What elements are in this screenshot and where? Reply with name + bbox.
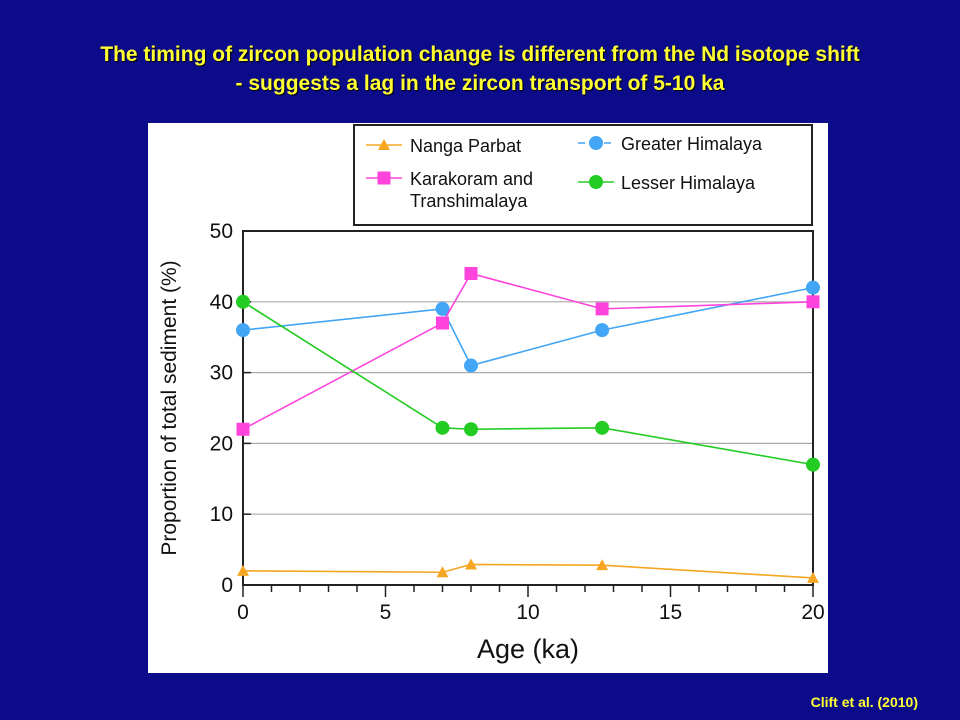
x-tick-label: 10 <box>516 601 539 624</box>
data-point-nanga-parbat <box>596 559 609 571</box>
series-line-greater-himalaya <box>242 286 814 367</box>
data-point-greater-himalaya <box>806 280 820 295</box>
data-point-karakoram-and-transhimalaya <box>436 316 449 330</box>
citation: Clift et al. (2010) <box>810 694 918 710</box>
y-tick-label: 40 <box>210 291 233 314</box>
data-point-nanga-parbat <box>436 566 449 578</box>
legend: Nanga Parbat Greater Himalaya Karakoram an… <box>353 124 813 226</box>
y-tick-label: 20 <box>210 432 233 455</box>
data-point-lesser-himalaya <box>595 420 610 435</box>
legend-label: Nanga Parbat <box>410 136 521 156</box>
legend-entry-lesser-himalaya: Lesser Himalaya <box>578 173 756 193</box>
data-point-greater-himalaya <box>236 323 250 338</box>
legend-marker <box>377 171 391 185</box>
series-lesser-himalaya <box>236 294 820 472</box>
data-point-lesser-himalaya <box>435 420 450 435</box>
legend-marker <box>589 175 603 189</box>
y-tick-label: 10 <box>210 503 233 526</box>
x-tick-label: 15 <box>659 601 682 624</box>
series-line-karakoram-and-transhimalaya <box>242 272 814 430</box>
data-point-lesser-himalaya <box>806 457 820 472</box>
series-layer <box>236 266 820 583</box>
data-point-greater-himalaya <box>595 323 610 338</box>
data-point-karakoram-and-transhimalaya <box>464 266 478 280</box>
data-point-karakoram-and-transhimalaya <box>806 295 820 309</box>
legend-entry-greater-himalaya: Greater Himalaya <box>578 134 763 154</box>
legend-label: Karakoram and <box>410 169 533 189</box>
legend-entry-nanga-parbat: Nanga Parbat <box>366 136 521 156</box>
plot-frame <box>242 230 814 586</box>
data-point-nanga-parbat <box>237 564 249 576</box>
y-tick-label: 50 <box>210 220 233 243</box>
legend-marker <box>378 139 390 150</box>
line-chart: Nanga Parbat Greater Himalaya Karakoram an… <box>158 124 825 664</box>
axis-ticks: 0 10 20 30 40 50 0 5 10 15 20 <box>210 220 825 624</box>
data-point-nanga-parbat <box>807 571 819 583</box>
series-karakoram-and-transhimalaya <box>236 266 820 436</box>
chart-panel: Nanga Parbat Greater Himalaya Karakoram an… <box>148 123 828 673</box>
x-axis-label: Age (ka) <box>477 634 579 664</box>
series-line-nanga-parbat <box>242 563 814 579</box>
y-tick-label: 0 <box>221 574 233 597</box>
legend-label: Greater Himalaya <box>621 134 763 154</box>
data-point-lesser-himalaya <box>236 294 250 309</box>
slide-title-line-2: - suggests a lag in the zircon transport… <box>235 72 725 95</box>
data-point-nanga-parbat <box>465 558 477 570</box>
grid-lines <box>243 301 813 515</box>
x-tick-label: 20 <box>801 601 824 624</box>
legend-label: Lesser Himalaya <box>621 173 756 193</box>
legend-marker <box>589 136 603 150</box>
x-tick-label: 0 <box>237 601 249 624</box>
y-tick-label: 30 <box>210 362 233 385</box>
y-axis-label: Proportion of total sediment (%) <box>158 260 181 555</box>
data-point-karakoram-and-transhimalaya <box>236 422 250 436</box>
series-greater-himalaya <box>236 280 820 373</box>
data-point-greater-himalaya <box>464 358 478 373</box>
legend-label: Transhimalaya <box>410 191 528 211</box>
data-point-karakoram-and-transhimalaya <box>595 302 609 316</box>
x-tick-label: 5 <box>380 601 392 624</box>
legend-box <box>353 124 813 226</box>
series-nanga-parbat <box>237 558 819 583</box>
slide-title: The timing of zircon population change i… <box>0 40 960 98</box>
slide-title-line-1: The timing of zircon population change i… <box>100 43 860 66</box>
data-point-greater-himalaya <box>435 301 450 316</box>
data-point-lesser-himalaya <box>464 422 478 437</box>
